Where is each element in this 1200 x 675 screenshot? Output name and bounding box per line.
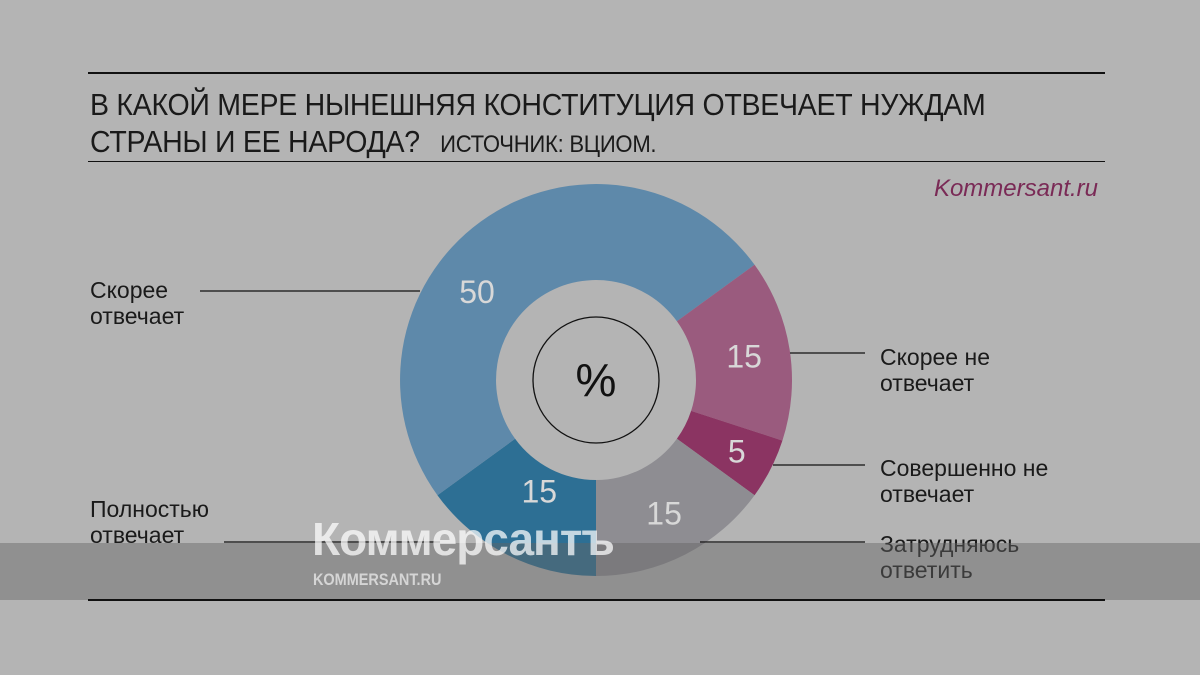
data-label-2: 15	[726, 339, 762, 375]
title-line-1: В КАКОЙ МЕРЕ НЫНЕШНЯЯ КОНСТИТУЦИЯ ОТВЕЧА…	[90, 87, 986, 122]
top-rule	[88, 72, 1105, 74]
watermark-logo: Коммерсантъ	[312, 513, 615, 565]
chart-title: В КАКОЙ МЕРЕ НЫНЕШНЯЯ КОНСТИТУЦИЯ ОТВЕЧА…	[90, 86, 986, 163]
label-sovershenno-ne-otvechaet: Совершенно не отвечает	[880, 455, 1049, 507]
data-label-4: 15	[646, 496, 682, 532]
brand-label: Kommersant.ru	[933, 175, 1098, 202]
slice-0	[437, 438, 596, 576]
data-label-3: 5	[728, 434, 746, 470]
center-circle	[532, 316, 660, 444]
center-label: %	[576, 354, 617, 406]
slice-2	[676, 264, 792, 441]
watermark-band	[0, 543, 1200, 600]
data-label-0: 15	[521, 473, 557, 509]
watermark-site: KOMMERSANT.RU	[313, 570, 442, 589]
data-label-1: 50	[459, 274, 495, 310]
title-line-2: СТРАНЫ И ЕЕ НАРОДА?	[90, 124, 420, 159]
slice-3	[676, 410, 783, 496]
slice-4	[596, 438, 755, 576]
bottom-rule	[88, 599, 1105, 601]
label-polnostyu-otvechaet: Полностью отвечает	[90, 496, 209, 548]
label-skoree-otvechaet: Скорее отвечает	[90, 277, 185, 329]
label-skoree-ne-otvechaet: Скорее не отвечает	[880, 344, 990, 396]
label-zatrudnyayus: Затрудняюсь ответить	[880, 531, 1020, 583]
slice-1	[400, 184, 755, 496]
source-note: ИСТОЧНИК: ВЦИОМ.	[440, 131, 657, 158]
title-rule	[88, 161, 1105, 162]
